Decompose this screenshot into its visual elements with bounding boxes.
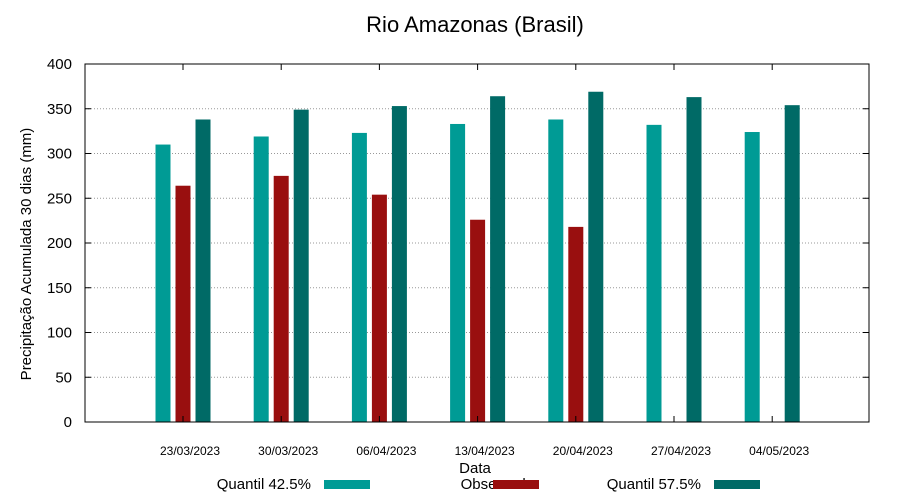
- x-tick-label: 20/04/2023: [553, 444, 613, 458]
- y-tick-label: 350: [47, 101, 72, 118]
- legend-swatch: [714, 480, 760, 489]
- bar: [391, 106, 407, 422]
- bar: [490, 96, 506, 422]
- bar: [744, 132, 760, 422]
- bar: [568, 226, 584, 422]
- x-axis-label: Data: [459, 460, 491, 477]
- legend-swatch: [324, 480, 370, 489]
- bar: [371, 194, 387, 422]
- x-tick-label: 30/03/2023: [258, 444, 318, 458]
- bar: [686, 97, 702, 423]
- y-tick-label: 150: [47, 280, 72, 297]
- legend-label: Quantil 42.5%: [217, 476, 311, 493]
- bars: [155, 91, 800, 423]
- chart-title: Rio Amazonas (Brasil): [366, 12, 584, 37]
- x-tick-label: 27/04/2023: [651, 444, 711, 458]
- bar: [450, 123, 466, 422]
- y-tick-label: 300: [47, 146, 72, 163]
- bar: [293, 109, 309, 423]
- bar: [784, 105, 800, 423]
- bar: [195, 119, 211, 423]
- bar: [351, 132, 367, 423]
- bar: [273, 175, 289, 422]
- bar: [175, 185, 191, 422]
- y-tick-label: 400: [47, 56, 72, 73]
- y-axis-label: Precipitação Acumulada 30 dias (mm): [18, 128, 35, 381]
- bar: [588, 91, 604, 423]
- x-tick-label: 23/03/2023: [160, 444, 220, 458]
- y-tick-label: 250: [47, 190, 72, 207]
- y-tick-label: 50: [55, 369, 72, 386]
- x-axis-ticks: 23/03/2023 30/03/2023 06/04/2023 13/04/2023…: [160, 64, 810, 458]
- y-axis-ticks: 0 50 100 150 200 250 300 350 400: [47, 56, 869, 431]
- bar: [253, 136, 269, 422]
- legend: Quantil 42.5%ObservadoQuantil 57.5%: [217, 476, 760, 493]
- plot-frame: [84, 63, 870, 423]
- bar: [470, 219, 486, 422]
- legend-label: Quantil 57.5%: [607, 476, 701, 493]
- y-tick-label: 0: [64, 414, 72, 431]
- bar: [646, 124, 662, 423]
- y-tick-label: 200: [47, 235, 72, 252]
- bar: [548, 119, 564, 423]
- bar: [155, 144, 171, 423]
- x-tick-label: 04/05/2023: [749, 444, 809, 458]
- y-tick-label: 100: [47, 325, 72, 342]
- x-tick-label: 06/04/2023: [356, 444, 416, 458]
- x-tick-label: 13/04/2023: [455, 444, 515, 458]
- legend-swatch: [493, 480, 539, 489]
